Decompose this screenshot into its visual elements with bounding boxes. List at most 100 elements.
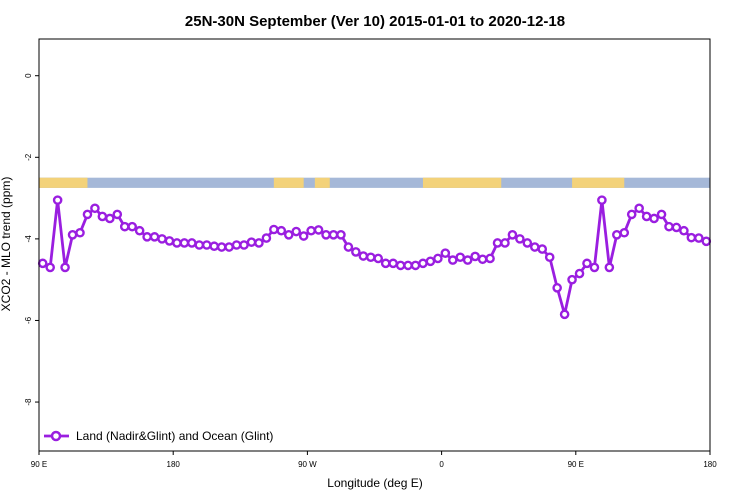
data-point [112,209,123,220]
data-point [515,234,525,244]
data-point [134,225,145,236]
data-point [306,225,316,236]
land-segment [314,177,330,188]
data-point [127,221,137,232]
data-point [574,268,585,279]
x-tick-label: 90 E [568,460,584,469]
data-point [395,260,406,271]
data-point [261,233,272,243]
land-segment [273,177,304,188]
data-point [433,253,443,264]
data-point [298,231,309,241]
data-point [425,256,436,267]
x-tick-label: 180 [703,460,717,469]
data-point [701,236,712,247]
legend-marker [50,430,62,442]
y-tick-label: -2 [24,153,33,161]
data-point [634,203,644,214]
data-point [522,238,533,248]
data-point [321,230,331,240]
data-point [67,230,78,240]
legend-label: Land (Nadir&Glint) and Ocean (Glint) [76,429,273,443]
data-point [82,209,93,220]
data-point [343,242,354,252]
data-point [552,283,562,293]
data-point [477,254,488,265]
data-point [119,221,130,232]
data-point [172,238,182,248]
data-point [276,225,287,236]
data-point [149,232,160,242]
data-point [462,255,473,265]
y-tick-label: 0 [24,73,33,78]
data-point [37,258,48,269]
data-point [269,224,279,235]
data-point [164,236,175,246]
land-segment [39,177,88,188]
x-tick-label: 90 W [298,460,317,469]
data-point [671,222,682,233]
land-ocean-strip [39,177,710,188]
data-point [224,242,234,252]
x-axis: 90 E 180 90 W 0 90 E 180 [31,451,717,469]
data-point [201,240,212,250]
ocean-band [39,177,710,188]
data-point [626,209,637,220]
data-point [209,241,220,252]
data-point [507,230,518,240]
data-point [97,211,108,222]
data-point [239,240,249,250]
data-point [45,262,55,273]
data-point [537,244,548,254]
data-point [365,252,376,263]
data-point [470,251,480,262]
plot-frame [38,38,711,452]
x-tick-label: 180 [167,460,181,469]
data-point [418,258,428,269]
data-point [500,238,510,248]
y-tick-label: -8 [24,398,33,406]
data-point [679,225,689,236]
data-point [492,238,503,248]
data-point [619,227,630,238]
data-point [52,195,63,205]
data-point [351,247,361,257]
y-tick-label: -6 [24,316,33,324]
data-point [283,230,294,240]
y-axis-label: XCO2 - MLO trend (ppm) [0,177,13,312]
data-point [336,230,346,240]
data-point [597,195,607,205]
data-point [291,226,302,237]
series-points [37,195,712,320]
data-point [380,258,391,269]
data-point [447,255,458,265]
data-point [328,230,339,240]
data-point [216,242,227,252]
data-point [410,260,421,271]
data-point [358,251,369,261]
data-point [544,252,555,263]
data-point [559,309,570,320]
x-axis-label: Longitude (deg E) [327,476,422,490]
y-axis: 0 -2 -4 -6 -8 [24,73,39,406]
data-point [656,209,667,220]
data-point [194,240,205,250]
data-point [373,253,384,264]
data-point [403,260,413,271]
land-segment [422,177,502,188]
data-point [664,221,674,232]
data-point [612,230,622,240]
data-point [90,203,100,214]
data-point [231,240,242,250]
data-point [75,227,85,238]
data-point [105,213,115,224]
chart-title: 25N-30N September (Ver 10) 2015-01-01 to… [185,13,565,30]
data-point [604,262,615,273]
data-point [388,258,398,269]
data-point [686,232,697,243]
data-point [589,262,600,273]
data-point [440,248,451,258]
data-point [60,262,70,273]
data-point [694,233,704,243]
